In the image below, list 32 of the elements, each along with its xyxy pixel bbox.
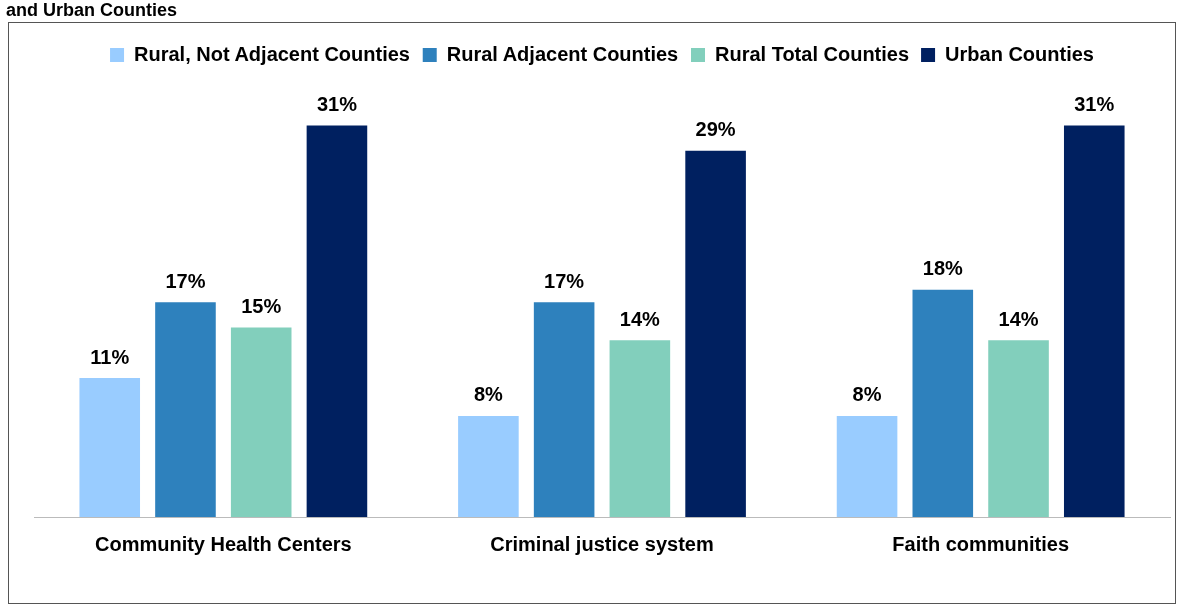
bar [79,378,141,517]
data-label: 8% [473,383,504,406]
bar [458,415,519,517]
bar [836,415,898,517]
legend-label: Rural, Not Adjacent Counties [134,42,410,65]
bar [230,327,292,517]
bar [685,150,746,517]
bar [988,340,1049,517]
data-label: 15% [241,295,282,318]
bar [306,125,368,517]
x-tick-label: Criminal justice system [490,532,714,555]
bar [609,340,671,517]
data-label: 17% [165,269,206,292]
data-label: 14% [619,307,661,330]
data-label: 17% [544,269,585,292]
bar [155,302,216,517]
data-label: 18% [922,257,964,280]
data-label: 31% [1074,93,1115,116]
x-tick-label: Faith communities [892,532,1070,555]
bar [1063,125,1125,517]
data-label: 29% [695,118,736,141]
legend-label: Urban Counties [945,42,1094,65]
legend-label: Rural Adjacent Counties [446,42,679,65]
bar [912,289,974,517]
legend-label: Rural Total Counties [714,42,910,65]
data-label: 11% [90,345,130,368]
bar [533,302,595,517]
data-label: 8% [852,383,882,406]
data-label: 31% [316,93,358,116]
data-label: 14% [998,307,1039,330]
chart-title: and Urban Counties [6,0,178,20]
x-tick-label: Community Health Centers [94,532,352,555]
